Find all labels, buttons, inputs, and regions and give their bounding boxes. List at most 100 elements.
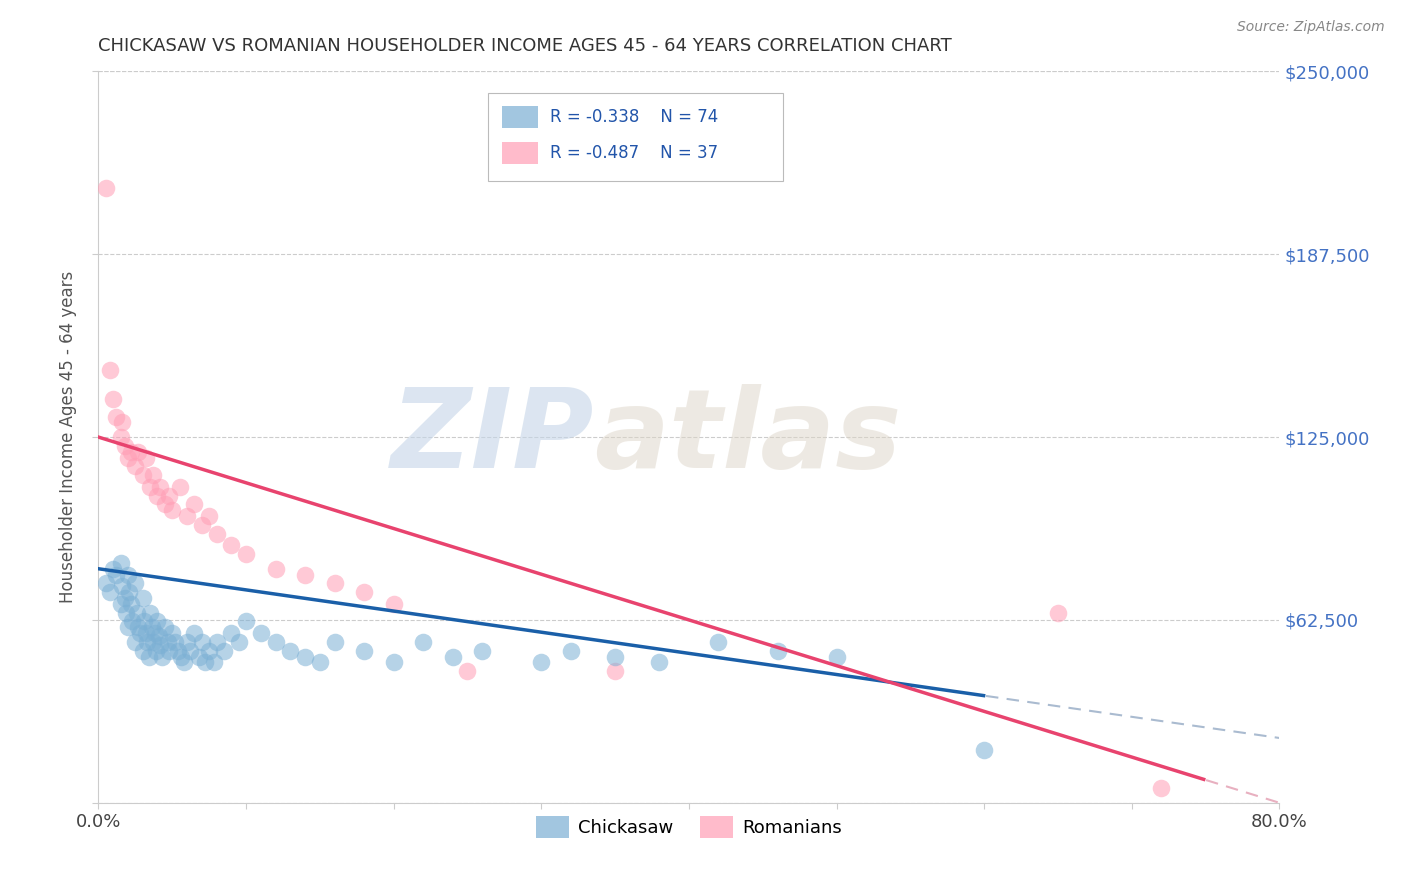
Point — [153, 497, 176, 511]
Point — [120, 597, 142, 611]
Point — [294, 649, 316, 664]
Point — [560, 643, 582, 657]
Point — [111, 579, 134, 593]
Text: atlas: atlas — [595, 384, 901, 491]
Point — [110, 430, 132, 444]
Point — [115, 606, 138, 620]
Point — [412, 635, 434, 649]
Point — [124, 635, 146, 649]
FancyBboxPatch shape — [502, 142, 537, 163]
Point — [114, 439, 136, 453]
Point — [132, 643, 155, 657]
Text: Source: ZipAtlas.com: Source: ZipAtlas.com — [1237, 20, 1385, 34]
Point — [142, 468, 165, 483]
Text: R = -0.338    N = 74: R = -0.338 N = 74 — [550, 109, 718, 127]
Point — [98, 585, 121, 599]
Point — [250, 626, 273, 640]
Point — [382, 656, 405, 670]
Text: CHICKASAW VS ROMANIAN HOUSEHOLDER INCOME AGES 45 - 64 YEARS CORRELATION CHART: CHICKASAW VS ROMANIAN HOUSEHOLDER INCOME… — [98, 37, 952, 54]
Point — [162, 626, 183, 640]
Point — [169, 480, 191, 494]
Point — [111, 416, 134, 430]
Point — [173, 656, 195, 670]
Point — [825, 649, 848, 664]
Point — [280, 643, 302, 657]
Text: ZIP: ZIP — [391, 384, 595, 491]
Point — [264, 635, 287, 649]
Point — [382, 597, 405, 611]
Point — [235, 615, 257, 629]
Point — [353, 585, 375, 599]
Point — [156, 635, 179, 649]
Y-axis label: Householder Income Ages 45 - 64 years: Householder Income Ages 45 - 64 years — [59, 271, 77, 603]
Point — [121, 615, 143, 629]
Point — [94, 576, 117, 591]
Point — [176, 635, 198, 649]
Point — [170, 649, 193, 664]
Point — [605, 649, 627, 664]
FancyBboxPatch shape — [488, 94, 783, 181]
Point — [118, 585, 141, 599]
Point — [132, 591, 155, 605]
Point — [149, 638, 172, 652]
Point — [105, 409, 128, 424]
Point — [138, 649, 160, 664]
Point — [139, 480, 162, 494]
Legend: Chickasaw, Romanians: Chickasaw, Romanians — [529, 808, 849, 845]
Point — [973, 743, 995, 757]
Point — [1150, 781, 1173, 796]
Point — [194, 656, 217, 670]
Point — [136, 635, 159, 649]
Point — [149, 480, 172, 494]
Point — [353, 643, 375, 657]
Point — [128, 626, 150, 640]
Point — [707, 635, 730, 649]
Point — [187, 649, 209, 664]
Point — [198, 643, 221, 657]
Point — [191, 517, 214, 532]
Point — [146, 615, 169, 629]
Point — [132, 468, 155, 483]
Point — [110, 597, 132, 611]
Point — [134, 615, 156, 629]
Point — [264, 562, 287, 576]
Point — [165, 635, 187, 649]
Point — [150, 649, 173, 664]
Point — [120, 444, 142, 458]
Point — [1046, 606, 1070, 620]
Point — [176, 509, 198, 524]
Point — [309, 656, 332, 670]
Point — [103, 562, 125, 576]
FancyBboxPatch shape — [502, 106, 537, 128]
Point — [110, 556, 132, 570]
Point — [98, 363, 121, 377]
Point — [235, 547, 257, 561]
Point — [105, 567, 128, 582]
Point — [117, 567, 139, 582]
Point — [124, 576, 146, 591]
Point — [114, 591, 136, 605]
Text: R = -0.487    N = 37: R = -0.487 N = 37 — [550, 144, 717, 161]
Point — [125, 606, 148, 620]
Point — [205, 526, 228, 541]
Point — [117, 450, 139, 465]
Point — [167, 643, 190, 657]
Point — [179, 643, 201, 657]
Point — [191, 635, 214, 649]
Point — [294, 567, 316, 582]
Point — [135, 626, 157, 640]
Point — [605, 664, 627, 678]
Point — [127, 444, 149, 458]
Point — [94, 181, 117, 195]
Point — [139, 606, 162, 620]
Point — [157, 643, 180, 657]
Point — [146, 489, 169, 503]
Point — [124, 459, 146, 474]
Point — [162, 503, 183, 517]
Point — [142, 635, 165, 649]
Point — [148, 629, 170, 643]
Point — [530, 656, 553, 670]
Point — [205, 635, 228, 649]
Point — [117, 620, 139, 634]
Point — [323, 576, 346, 591]
